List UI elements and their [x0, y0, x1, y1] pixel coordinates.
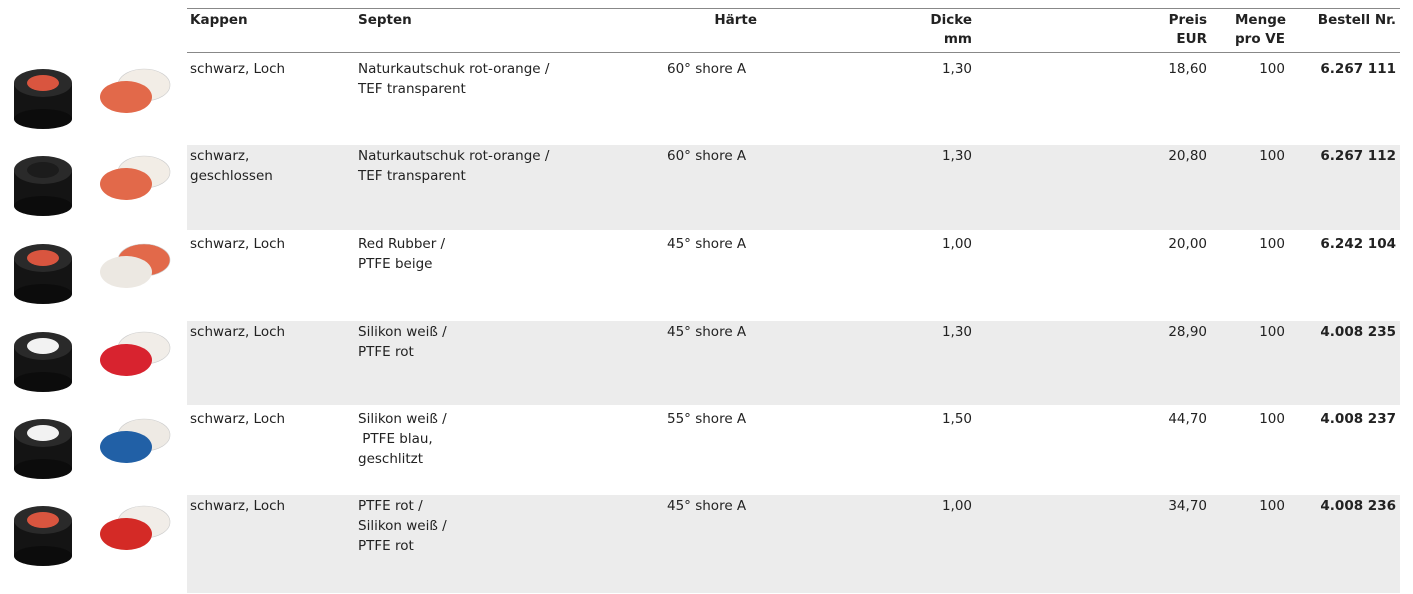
septen-text: TEF transparent [358, 168, 466, 184]
septen-text: PTFE blau, [358, 431, 433, 447]
preis-text: 20,00 [1168, 236, 1207, 252]
column-header: EUR [1176, 31, 1207, 47]
septen-text: geschlitzt [358, 451, 424, 467]
septen-text: PTFE rot / [358, 498, 423, 514]
kappen-text: geschlossen [190, 168, 273, 184]
dicke-text: 1,50 [941, 411, 972, 427]
septen-text: Silikon weiß / [358, 411, 447, 427]
dicke-text: 1,30 [941, 324, 972, 340]
column-header: pro VE [1235, 31, 1285, 47]
cap-image [14, 332, 72, 392]
haerte-text: 60° shore A [667, 148, 747, 164]
cap-image [14, 419, 72, 479]
septum-image [100, 331, 171, 376]
column-header: Kappen [190, 12, 248, 28]
column-header: Septen [358, 12, 412, 28]
septen-text: Naturkautschuk rot-orange / [358, 148, 550, 164]
dicke-text: 1,30 [941, 148, 972, 164]
menge-text: 100 [1259, 498, 1285, 514]
kappen-text: schwarz, Loch [190, 498, 286, 514]
septen-text: Red Rubber / [358, 236, 446, 252]
menge-text: 100 [1259, 148, 1285, 164]
kappen-text: schwarz, [190, 148, 250, 164]
preis-text: 28,90 [1168, 324, 1207, 340]
septum-image [100, 243, 171, 288]
haerte-text: 45° shore A [667, 236, 747, 252]
septum-image [100, 155, 171, 200]
septen-text: PTFE rot [358, 538, 414, 554]
septen-text: PTFE beige [358, 256, 433, 272]
dicke-text: 1,00 [941, 236, 972, 252]
cap-image [14, 156, 72, 216]
septum-image [100, 68, 171, 113]
menge-text: 100 [1259, 61, 1285, 77]
preis-text: 34,70 [1168, 498, 1207, 514]
row-background [187, 495, 1400, 593]
bestell-text: 6.242 104 [1320, 236, 1396, 252]
menge-text: 100 [1259, 411, 1285, 427]
septen-text: Naturkautschuk rot-orange / [358, 61, 550, 77]
cap-image [14, 506, 72, 566]
dicke-text: 1,00 [941, 498, 972, 514]
header-rule [187, 52, 1400, 53]
septen-text: TEF transparent [358, 81, 466, 97]
kappen-text: schwarz, Loch [190, 411, 286, 427]
bestell-text: 4.008 237 [1320, 411, 1396, 427]
haerte-text: 55° shore A [667, 411, 747, 427]
column-header: Bestell Nr. [1317, 12, 1396, 28]
preis-text: 20,80 [1168, 148, 1207, 164]
column-header: Menge [1235, 12, 1287, 28]
kappen-text: schwarz, Loch [190, 61, 286, 77]
bestell-text: 4.008 235 [1320, 324, 1396, 340]
kappen-text: schwarz, Loch [190, 324, 286, 340]
bestell-text: 4.008 236 [1320, 498, 1396, 514]
row-background [187, 145, 1400, 230]
menge-text: 100 [1259, 236, 1285, 252]
cap-image [14, 69, 72, 129]
cap-image [14, 244, 72, 304]
bestell-text: 6.267 111 [1320, 61, 1396, 77]
preis-text: 44,70 [1168, 411, 1207, 427]
row-background [187, 321, 1400, 405]
menge-text: 100 [1259, 324, 1285, 340]
column-header: Dicke [930, 12, 972, 28]
column-header: mm [943, 31, 972, 47]
septen-text: Silikon weiß / [358, 324, 447, 340]
top-rule [187, 8, 1400, 9]
haerte-text: 60° shore A [667, 61, 747, 77]
bestell-text: 6.267 112 [1320, 148, 1396, 164]
preis-text: 18,60 [1168, 61, 1207, 77]
septum-image [100, 505, 171, 550]
haerte-text: 45° shore A [667, 498, 747, 514]
haerte-text: 45° shore A [667, 324, 747, 340]
column-header: Härte [714, 12, 757, 28]
kappen-text: schwarz, Loch [190, 236, 286, 252]
column-header: Preis [1168, 12, 1207, 28]
septen-text: Silikon weiß / [358, 518, 447, 534]
septum-image [100, 418, 171, 463]
septen-text: PTFE rot [358, 344, 414, 360]
dicke-text: 1,30 [941, 61, 972, 77]
